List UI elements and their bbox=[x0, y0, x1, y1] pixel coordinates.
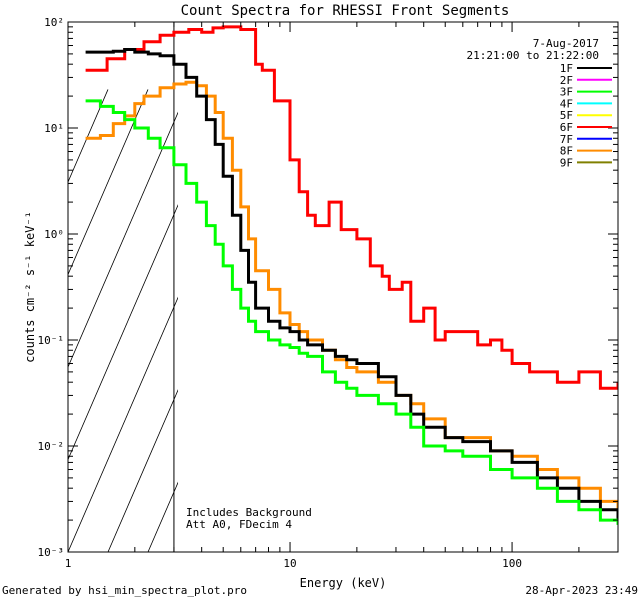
legend-label-7F: 7F bbox=[560, 133, 573, 146]
hatch-line bbox=[68, 111, 178, 368]
y-tick-label: 10⁻¹ bbox=[38, 334, 65, 347]
hatch-line bbox=[228, 89, 428, 552]
y-axis-label: counts cm⁻² s⁻¹ keV⁻¹ bbox=[23, 211, 37, 363]
legend-label-9F: 9F bbox=[560, 156, 573, 169]
plot-area: 1 10 100 10⁻³ 10⁻² 10⁻¹ 10⁰ 10¹ 10² bbox=[38, 16, 640, 570]
hatch-line bbox=[428, 89, 628, 552]
y-tick-label: 10¹ bbox=[44, 122, 64, 135]
y-tick-label: 10⁻³ bbox=[38, 546, 65, 559]
x-axis-label: Energy (keV) bbox=[300, 576, 387, 590]
time-range-label: 21:21:00 to 21:22:00 bbox=[467, 49, 599, 62]
legend-label-8F: 8F bbox=[560, 145, 573, 158]
hatch-line bbox=[107, 389, 178, 552]
series-line-1F bbox=[85, 48, 618, 521]
plot-frame bbox=[67, 21, 619, 553]
hatch-line bbox=[68, 89, 149, 276]
x-tick-label: 10 bbox=[283, 557, 296, 570]
footer-timestamp: 28-Apr-2023 23:49 bbox=[525, 584, 638, 597]
legend-label-3F: 3F bbox=[560, 86, 573, 99]
legend-label-1F: 1F bbox=[560, 62, 573, 75]
hatch-line bbox=[588, 89, 640, 552]
hatch-line bbox=[348, 89, 548, 552]
y-tick-label: 10⁻² bbox=[38, 440, 65, 453]
x-tick-label: 100 bbox=[502, 557, 522, 570]
series-layer bbox=[85, 25, 618, 525]
legend-label-2F: 2F bbox=[560, 74, 573, 87]
hatch-line bbox=[468, 89, 640, 552]
annotation-attenuator: Att A0, FDecim 4 bbox=[186, 518, 292, 531]
series-line-6F bbox=[85, 25, 618, 390]
hatch-line bbox=[308, 89, 508, 552]
y-axis: 10⁻³ 10⁻² 10⁻¹ 10⁰ 10¹ 10² bbox=[38, 16, 618, 559]
x-axis: 1 10 100 bbox=[65, 22, 619, 570]
legend-label-4F: 4F bbox=[560, 97, 573, 110]
date-label: 7-Aug-2017 bbox=[533, 37, 599, 50]
x-tick-label: 1 bbox=[65, 557, 72, 570]
hatch-line bbox=[68, 204, 178, 461]
legend-label-5F: 5F bbox=[560, 109, 573, 122]
y-tick-label: 10⁰ bbox=[44, 228, 64, 241]
legend-label-6F: 6F bbox=[560, 121, 573, 134]
chart-title: Count Spectra for RHESSI Front Segments bbox=[181, 3, 510, 19]
hatch-line bbox=[68, 89, 109, 183]
annotation-background: Includes Background bbox=[186, 506, 312, 519]
y-tick-label: 10² bbox=[44, 16, 64, 29]
hatch-line bbox=[508, 89, 640, 552]
threshold-hatch-region bbox=[68, 89, 640, 552]
hatch-line bbox=[68, 296, 178, 552]
footer-generated-by: Generated by hsi_min_spectra_plot.pro bbox=[2, 584, 247, 597]
hatch-line bbox=[188, 89, 388, 552]
series-line-3F bbox=[85, 99, 618, 525]
